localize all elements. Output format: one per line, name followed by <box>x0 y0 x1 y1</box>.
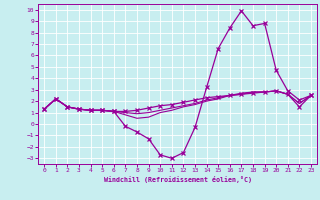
X-axis label: Windchill (Refroidissement éolien,°C): Windchill (Refroidissement éolien,°C) <box>104 176 252 183</box>
